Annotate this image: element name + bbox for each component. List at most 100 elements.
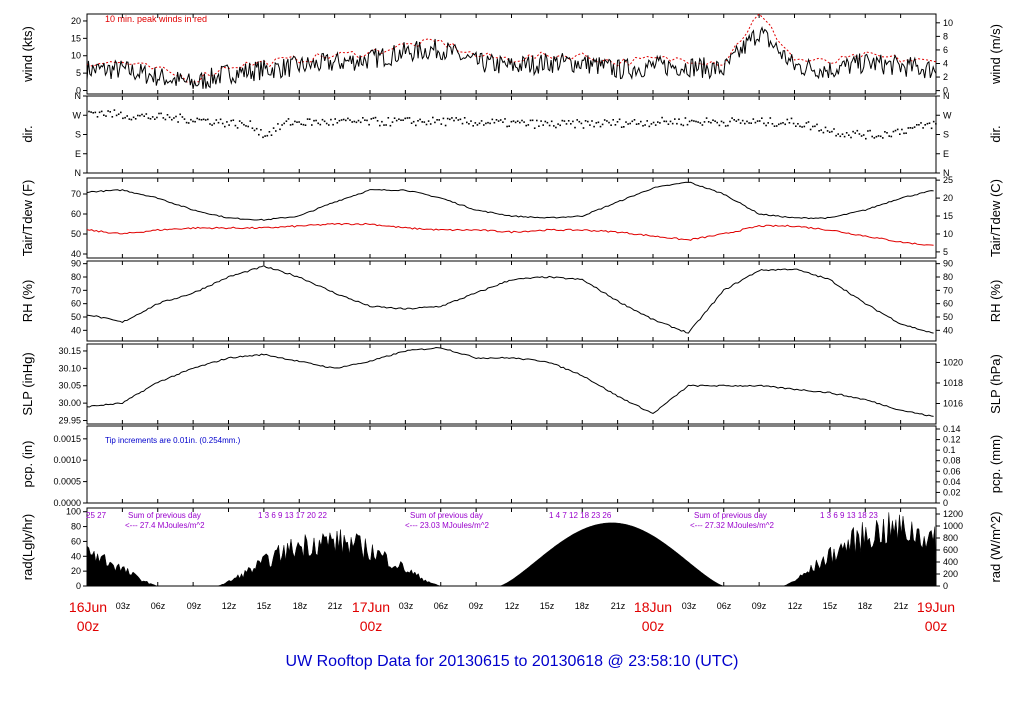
dir-point xyxy=(820,129,822,131)
dir-point xyxy=(814,125,816,128)
pcp-axes: 0.0000 0.0005 0.0010 0.0015 00.020.040.060.0… xyxy=(53,424,960,508)
rh-axes: 40 50 60 70 80 90 40 50 60 70 80 90 xyxy=(71,259,953,341)
ytick-label-right: 0 xyxy=(943,498,948,508)
dir-point xyxy=(495,119,498,121)
rad-day0-sum-value: <--- 27.4 MJoules/m^2 xyxy=(125,521,205,530)
dir-point xyxy=(234,124,237,127)
dir-point xyxy=(597,121,600,124)
tair-series xyxy=(86,181,934,221)
dir-point xyxy=(724,125,727,127)
dir-point xyxy=(512,120,515,122)
dir-point xyxy=(852,130,854,133)
ytick-label-right: 25 xyxy=(943,175,953,185)
dir-point xyxy=(204,119,207,121)
dir-point xyxy=(890,135,893,138)
dir-point xyxy=(519,121,521,124)
ytick-label: W xyxy=(73,110,82,120)
dir-point xyxy=(200,119,203,121)
dir-point xyxy=(695,120,697,123)
ytick-label: 20 xyxy=(71,16,81,26)
dir-point xyxy=(393,117,396,119)
dir-point xyxy=(892,130,895,133)
dir-point xyxy=(262,136,264,139)
dir-point xyxy=(115,114,118,117)
dir-point xyxy=(126,115,128,117)
dir-point xyxy=(905,132,907,134)
rad-series xyxy=(86,512,937,587)
ytick-label-right: 1020 xyxy=(943,357,963,367)
dir-point xyxy=(608,121,610,124)
dir-point xyxy=(298,121,300,123)
dir-point xyxy=(650,123,653,125)
ytick-label: 80 xyxy=(71,522,81,532)
dir-point xyxy=(616,121,619,123)
dir-point xyxy=(614,124,617,126)
dir-point xyxy=(124,116,126,119)
hour-tick: 12z xyxy=(222,601,237,611)
dir-point xyxy=(357,119,360,122)
dir-point xyxy=(932,120,935,123)
dir-point xyxy=(211,124,213,126)
dir-point xyxy=(758,120,761,122)
dir-point xyxy=(763,122,765,125)
dir-point xyxy=(848,134,850,136)
dir-point xyxy=(491,118,494,121)
dir-point xyxy=(595,122,598,124)
dir-point xyxy=(198,118,201,121)
wind-ylabel: wind (kts) xyxy=(20,26,35,83)
dir-point xyxy=(599,125,602,128)
dir-point xyxy=(882,137,884,139)
dir-point xyxy=(754,121,757,124)
hour-tick: 06z xyxy=(434,601,449,611)
dir-point xyxy=(334,118,336,120)
ytick-label-right: 800 xyxy=(943,533,958,543)
dir-point xyxy=(928,122,931,124)
dir-point xyxy=(338,119,341,122)
ytick-label-right: 2 xyxy=(943,72,948,82)
dir-point xyxy=(164,118,167,121)
dir-point xyxy=(542,124,544,126)
dir-point xyxy=(879,135,882,138)
dir-point xyxy=(141,113,143,116)
dir-point xyxy=(654,124,657,126)
wind-ylabel-right: wind (m/s) xyxy=(988,24,1003,85)
dir-point xyxy=(385,124,387,126)
ytick-label-right: 400 xyxy=(943,557,958,567)
ytick-label: 70 xyxy=(71,285,81,295)
dir-point xyxy=(94,111,97,114)
dir-point xyxy=(421,121,423,123)
dir-point xyxy=(918,124,920,126)
dir-point xyxy=(376,120,379,122)
ytick-label-right: 0.06 xyxy=(943,466,961,476)
dir-point xyxy=(618,118,621,121)
dir-point xyxy=(109,111,111,113)
dir-point xyxy=(474,122,477,124)
dir-point xyxy=(850,136,852,139)
dir-point xyxy=(175,115,177,118)
ytick-label-right: N xyxy=(943,168,950,178)
rad-ylabel: rad(Lgly/hr) xyxy=(20,514,35,580)
dir-point xyxy=(570,123,572,125)
dir-point xyxy=(920,122,922,124)
dir-point xyxy=(720,120,723,123)
rad-day1-sum-label: Sum of previous day xyxy=(410,511,483,520)
dir-point xyxy=(296,121,298,123)
day-hour-label: 00z xyxy=(925,618,948,634)
dir-point xyxy=(154,118,156,120)
dir-point xyxy=(504,118,506,120)
dir-point xyxy=(707,121,710,123)
dir-point xyxy=(398,118,400,120)
dir-point xyxy=(315,119,317,122)
hour-tick: 09z xyxy=(752,601,767,611)
dir-point xyxy=(546,121,549,124)
dir-point xyxy=(888,135,890,137)
dir-point xyxy=(275,130,277,132)
ytick-label: 30.10 xyxy=(58,363,81,373)
ytick-label-right: 8 xyxy=(943,31,948,41)
dir-point xyxy=(251,127,254,129)
dir-point xyxy=(370,118,373,120)
ytick-label-right: 600 xyxy=(943,545,958,555)
ytick-label-right: 1018 xyxy=(943,378,963,388)
dir-point xyxy=(871,135,873,138)
